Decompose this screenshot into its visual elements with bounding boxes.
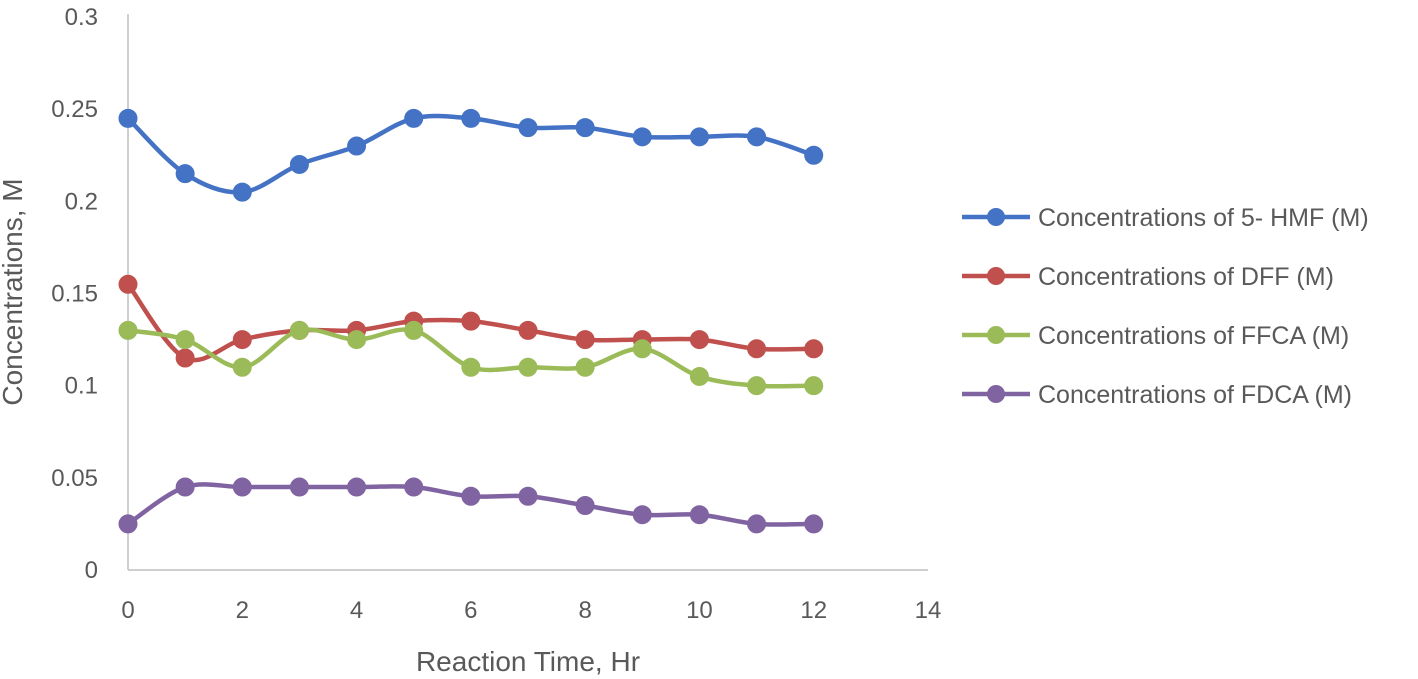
data-point [175,164,195,184]
legend-item: Concentrations of FFCA (M) [962,322,1349,350]
data-point [175,330,195,350]
data-point [289,320,309,340]
x-tick-labels: 0 2 4 6 8 10 12 14 [121,597,941,624]
data-point [747,514,767,534]
series-1 [118,108,824,202]
data-point [804,339,824,359]
data-point [232,182,252,202]
x-tick-label: 0 [121,597,134,624]
x-axis-title: Reaction Time, Hr [416,646,640,677]
legend-item: Concentrations of FDCA (M) [962,381,1352,409]
y-axis: 0 0.05 0.1 0.15 0.2 0.25 0.3 [51,4,129,584]
series-4 [118,477,824,534]
data-point [118,320,138,340]
legend-swatch-marker [987,208,1005,226]
y-tick-label: 0.25 [51,96,98,123]
data-point [175,477,195,497]
data-point [289,477,309,497]
data-point [461,311,481,331]
data-point [118,274,138,294]
data-point [689,127,709,147]
data-point [632,505,652,525]
series-2 [118,274,824,368]
x-tick-label: 8 [578,597,591,624]
x-tick-label: 14 [915,597,942,624]
data-point [118,108,138,128]
data-point [518,357,538,377]
data-point [575,357,595,377]
y-tick-labels: 0 0.05 0.1 0.15 0.2 0.25 0.3 [51,4,98,584]
data-point [689,505,709,525]
data-point [518,486,538,506]
y-tick-label: 0 [85,557,98,584]
data-point [118,514,138,534]
data-point [575,495,595,515]
data-point [747,127,767,147]
data-point [404,108,424,128]
data-point [289,154,309,174]
x-tick-label: 12 [800,597,827,624]
data-point [232,477,252,497]
data-point [575,330,595,350]
data-point [347,330,367,350]
data-point [804,514,824,534]
data-point [747,339,767,359]
data-point [175,348,195,368]
data-point [347,136,367,156]
legend-label: Concentrations of 5- HMF (M) [1038,204,1369,232]
y-tick-label: 0.1 [65,373,98,400]
data-point [461,357,481,377]
data-point [404,477,424,497]
legend: Concentrations of 5- HMF (M) Concentratio… [962,204,1369,409]
x-tick-label: 4 [350,597,363,624]
x-tick-label: 10 [686,597,713,624]
x-tick-label: 6 [464,597,477,624]
data-point [689,330,709,350]
data-point [632,127,652,147]
data-point [804,145,824,165]
data-point [689,366,709,386]
legend-item: Concentrations of 5- HMF (M) [962,204,1369,232]
data-point [461,108,481,128]
x-tick-label: 2 [236,597,249,624]
legend-label: Concentrations of FDCA (M) [1038,381,1352,409]
legend-label: Concentrations of FFCA (M) [1038,322,1349,350]
data-point [518,320,538,340]
y-tick-label: 0.05 [51,465,98,492]
legend-swatch-marker [987,267,1005,285]
series-3 [118,320,824,396]
x-axis: 0 2 4 6 8 10 12 14 [121,569,941,624]
legend-label: Concentrations of DFF (M) [1038,263,1334,291]
data-point [347,477,367,497]
data-point [747,376,767,396]
y-tick-label: 0.2 [65,188,98,215]
series-layer [118,108,824,534]
data-point [804,376,824,396]
legend-item: Concentrations of DFF (M) [962,263,1334,291]
data-point [232,330,252,350]
data-point [632,339,652,359]
y-tick-label: 0.3 [65,4,98,31]
y-axis-title: Concentrations, M [0,178,28,405]
legend-swatch-marker [987,385,1005,403]
data-point [575,118,595,138]
data-point [461,486,481,506]
legend-swatch-marker [987,326,1005,344]
data-point [232,357,252,377]
y-tick-label: 0.15 [51,281,98,308]
data-point [404,320,424,340]
data-point [518,118,538,138]
